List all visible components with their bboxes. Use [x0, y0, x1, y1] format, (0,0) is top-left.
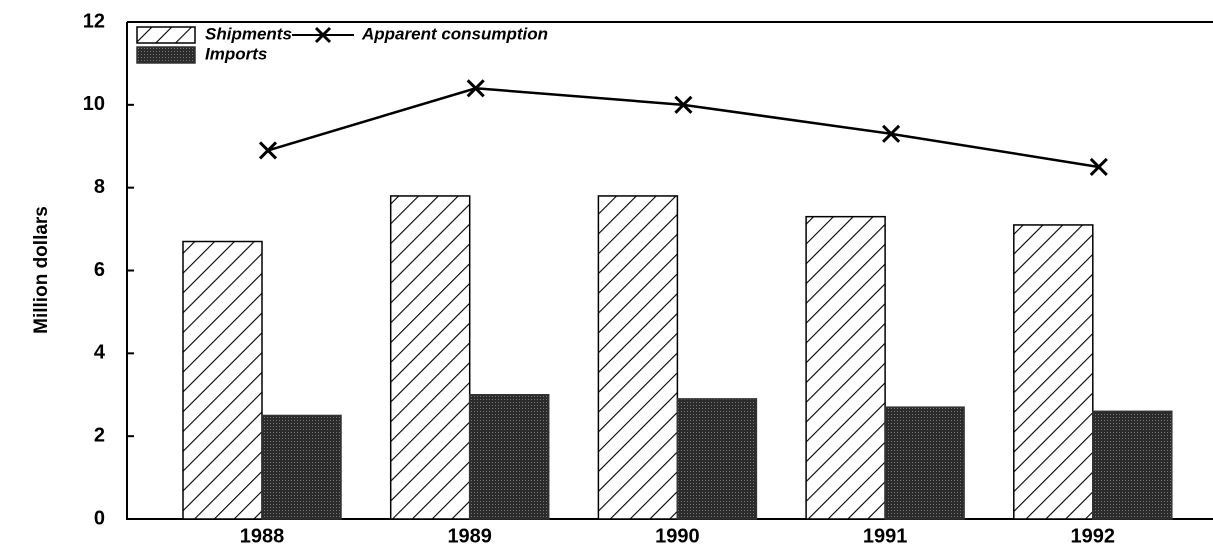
- y-tick-label: 2: [94, 424, 105, 446]
- x-tick-label: 1991: [863, 525, 908, 547]
- y-tick-label: 6: [94, 259, 105, 281]
- y-tick-label: 10: [83, 93, 105, 115]
- bar: [389, 195, 471, 520]
- x-tick-label: 1990: [655, 525, 700, 547]
- line-marker: [1089, 157, 1108, 177]
- line-marker: [258, 141, 278, 160]
- line-marker: [674, 95, 693, 114]
- y-tick-label: 12: [83, 10, 105, 32]
- legend-label: Shipments: [205, 24, 292, 43]
- legend-label: Apparent consumption: [361, 24, 548, 43]
- legend-marker: [314, 26, 332, 44]
- bar: [805, 215, 886, 520]
- bar: [261, 414, 342, 520]
- legend-label: Imports: [205, 44, 267, 63]
- legend-swatch: [136, 46, 196, 64]
- line-marker: [882, 124, 901, 143]
- x-tick-label: 1992: [1071, 525, 1116, 547]
- bar: [884, 406, 965, 520]
- bar: [182, 240, 263, 520]
- legend-swatch: [136, 26, 196, 44]
- bar: [468, 394, 550, 520]
- bar: [676, 398, 758, 520]
- x-tick-label: 1989: [447, 525, 492, 547]
- line: [267, 87, 1099, 169]
- y-tick-label: 0: [94, 507, 105, 529]
- x-tick-label: 1988: [240, 525, 285, 547]
- bar: [597, 195, 679, 520]
- line-marker: [466, 79, 485, 98]
- y-axis-title: Million dollars: [31, 206, 52, 334]
- bar: [1013, 224, 1094, 520]
- bar: [1092, 410, 1173, 520]
- y-tick-label: 8: [94, 176, 105, 198]
- y-tick-label: 4: [94, 342, 106, 364]
